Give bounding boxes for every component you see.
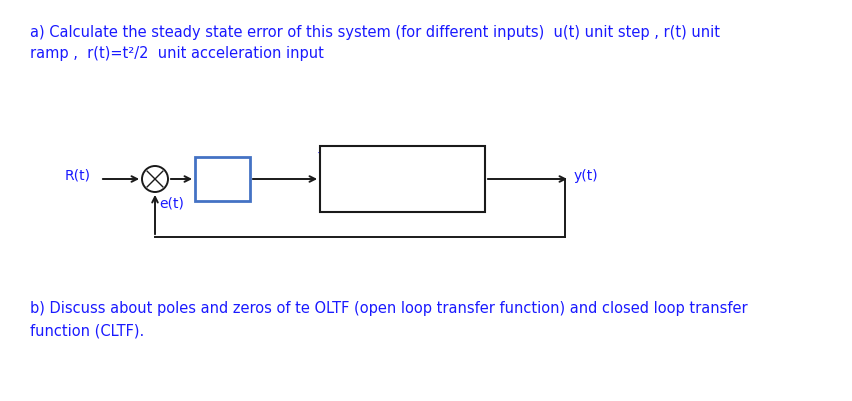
Text: e(t): e(t) xyxy=(158,197,184,211)
Text: a) Calculate the steady state error of this system (for different inputs)  u(t) : a) Calculate the steady state error of t… xyxy=(30,25,719,40)
Text: y(t): y(t) xyxy=(573,169,598,183)
Text: K: K xyxy=(215,170,230,188)
Text: s³ + 10s² + 20s: s³ + 10s² + 20s xyxy=(350,184,454,198)
Text: R(t): R(t) xyxy=(65,169,91,183)
Text: ramp ,  r(t)=t²/2  unit acceleration input: ramp , r(t)=t²/2 unit acceleration input xyxy=(30,46,324,61)
Text: b) Discuss about poles and zeros of te OLTF (open loop transfer function) and cl: b) Discuss about poles and zeros of te O… xyxy=(30,301,746,316)
Text: function (CLTF).: function (CLTF). xyxy=(30,323,144,338)
Text: f(t): f(t) xyxy=(318,149,339,163)
Bar xyxy=(320,146,485,212)
Text: 1: 1 xyxy=(398,162,406,176)
Bar xyxy=(195,157,250,201)
